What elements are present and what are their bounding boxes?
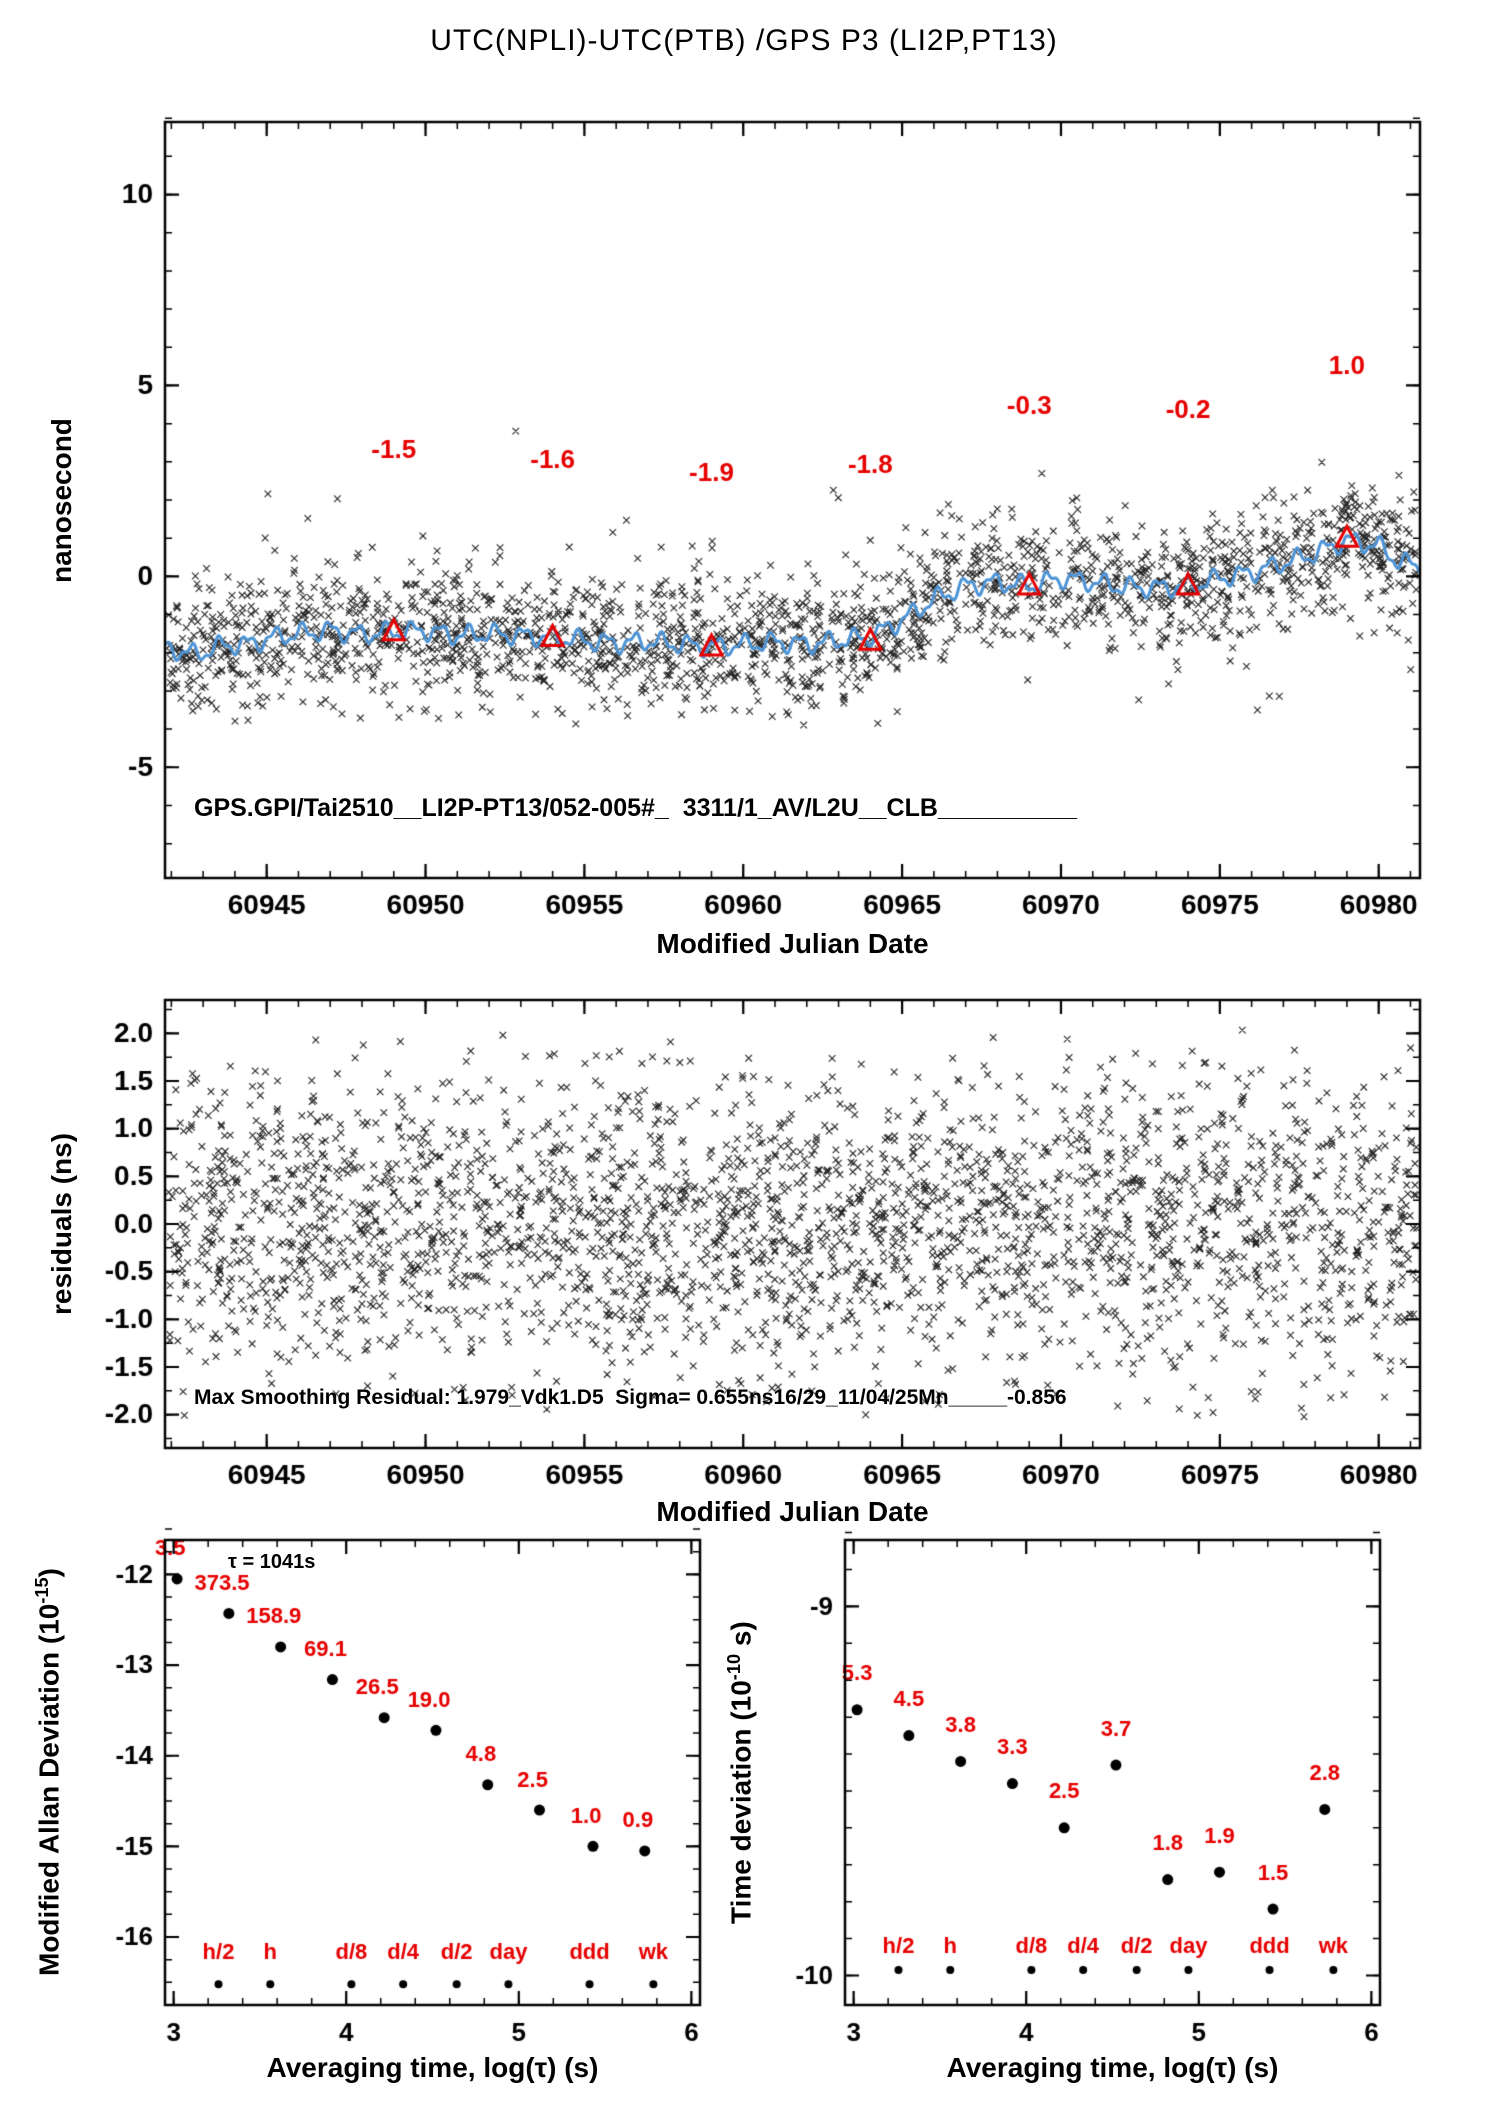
y-axis-label-mdev: Modified Allan Deviation (10-15): [32, 1568, 65, 1976]
tdev-label-close: s): [725, 1620, 757, 1654]
x-axis-label-avgtime-right: Averaging time, log(τ) (s): [946, 2052, 1279, 2083]
figure-title: UTC(NPLI)-UTC(PTB) /GPS P3 (LI2P,PT13): [430, 24, 1058, 57]
phase-plot-panel: [165, 122, 1420, 878]
mdev-label-close: ): [33, 1568, 65, 1578]
x-axis-label-mjd-top: Modified Julian Date: [656, 928, 929, 959]
x-axis-label-avgtime-left: Averaging time, log(τ) (s): [266, 2052, 599, 2083]
tdev-plot-panel: [845, 1540, 1380, 2005]
mdev-plot-panel: [165, 1540, 700, 2005]
residual-annotation: Max Smoothing Residual: 1.979_Vdk1.D5 Si…: [194, 1386, 1067, 1409]
y-axis-label-residuals: residuals (ns): [46, 1132, 77, 1315]
tau-annotation: τ = 1041s: [228, 1551, 316, 1573]
phase-annotation: GPS.GPI/Tai2510__LI2P-PT13/052-005#_ 331…: [194, 794, 1077, 822]
y-axis-label-nanosecond: nanosecond: [46, 417, 77, 583]
mdev-label-exponent: -15: [32, 1577, 52, 1604]
tdev-label-base: Time deviation (10: [725, 1679, 757, 1924]
tdev-label-exponent: -10: [724, 1653, 744, 1680]
residuals-plot-panel: [165, 1000, 1420, 1448]
y-axis-label-tdev: Time deviation (10-10 s): [724, 1621, 757, 1924]
x-axis-label-mjd-middle: Modified Julian Date: [656, 1496, 929, 1527]
mdev-label-base: Modified Allan Deviation (10: [33, 1603, 65, 1976]
